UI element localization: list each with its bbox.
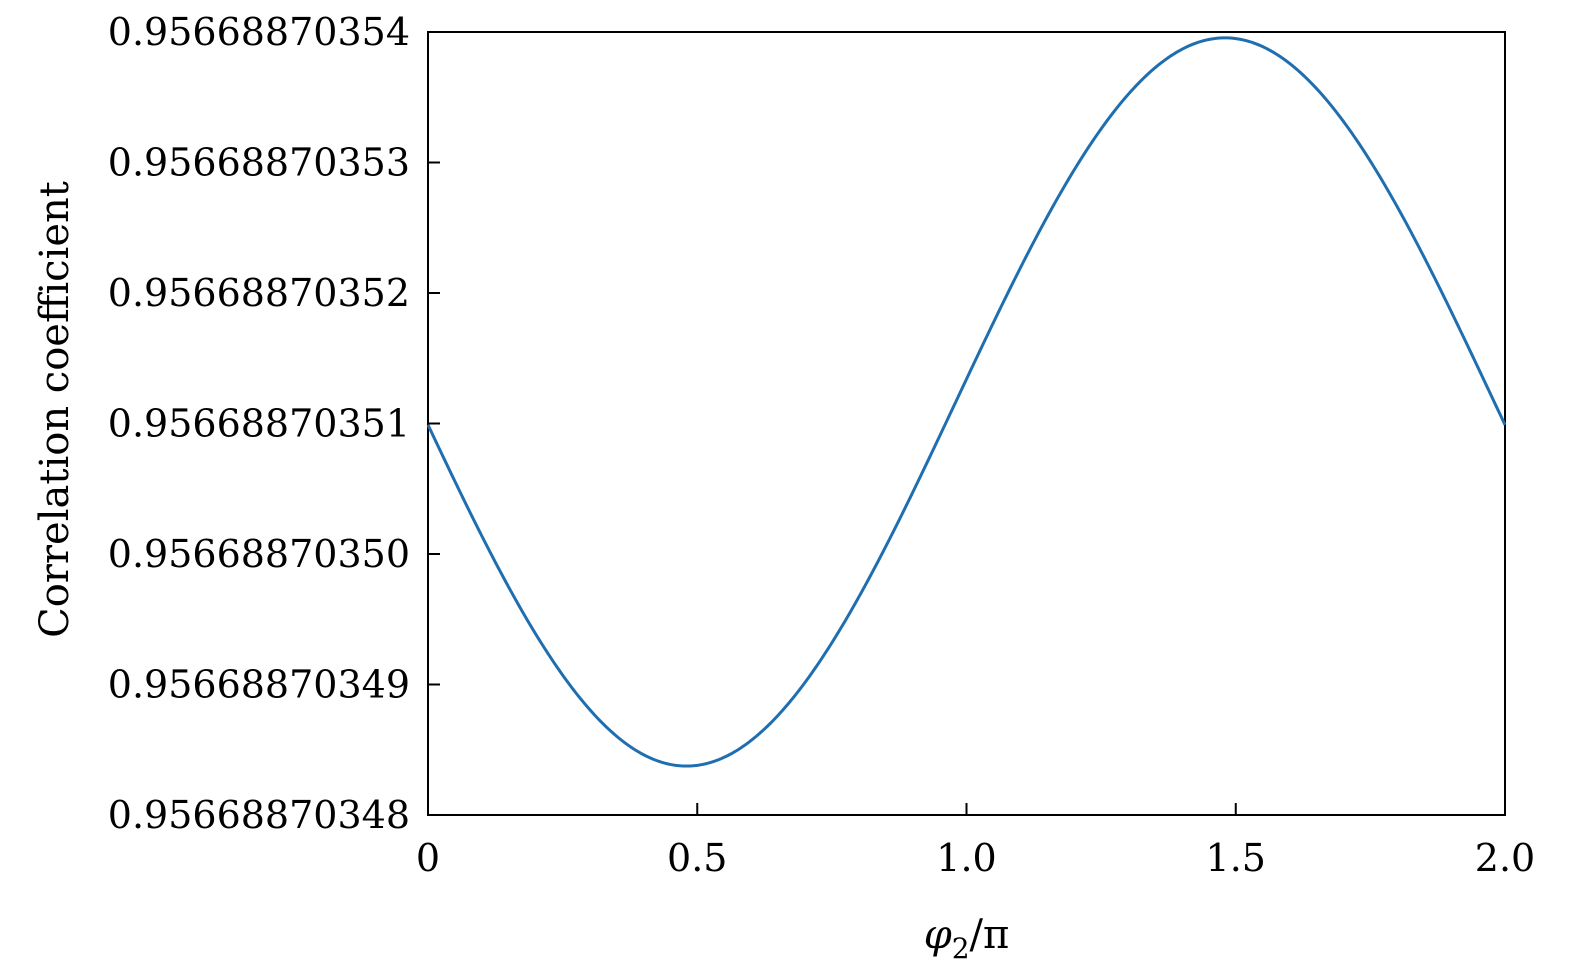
series-layer [426,36,1507,768]
x-tick-label: 2.0 [1475,836,1535,880]
y-tick-label: 0.95668870351 [108,402,410,446]
y-axis: 0.95668870348 0.95668870349 0.95668870350 0… [108,10,440,837]
y-axis-label: Correlation coefficient [32,181,78,638]
x-tick-label: 0.5 [667,836,727,880]
x-axis-label-subscript: 2 [952,932,970,965]
y-tick-label: 0.95668870350 [108,532,410,576]
x-axis: 0 0.5 1.0 1.5 2.0 [416,803,1535,880]
plot-frame [427,31,1506,816]
x-tick-label: 1.5 [1206,836,1266,880]
x-axis-label: φ2/π [924,912,1010,965]
x-tick-label: 0 [416,836,440,880]
plot-area [427,31,1506,816]
y-tick-label: 0.95668870354 [108,10,410,54]
series-line [426,36,1507,768]
x-tick-label: 1.0 [936,836,996,880]
y-tick-label: 0.95668870353 [108,141,410,185]
x-axis-label-rest: /π [970,912,1010,958]
x-axis-label-symbol: φ [924,912,952,958]
y-tick-label: 0.95668870349 [108,663,410,707]
y-tick-label: 0.95668870352 [108,271,410,315]
y-tick-label: 0.95668870348 [108,793,410,837]
